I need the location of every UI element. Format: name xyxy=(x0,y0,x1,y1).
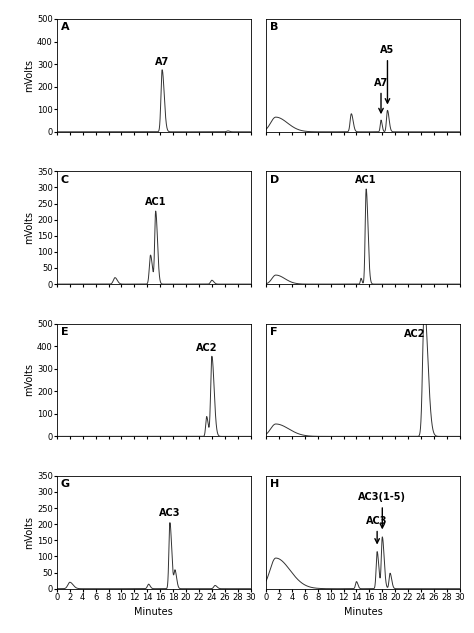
X-axis label: Minutes: Minutes xyxy=(344,608,383,617)
Text: C: C xyxy=(61,175,69,185)
Text: AC3: AC3 xyxy=(366,516,388,543)
Text: AC1: AC1 xyxy=(145,197,166,208)
Y-axis label: mVolts: mVolts xyxy=(24,59,34,92)
Text: A5: A5 xyxy=(380,45,394,103)
Text: E: E xyxy=(61,327,68,337)
X-axis label: Minutes: Minutes xyxy=(134,608,173,617)
Text: AC3: AC3 xyxy=(159,508,181,518)
Text: D: D xyxy=(270,175,279,185)
Text: A: A xyxy=(61,22,69,32)
Text: AC2: AC2 xyxy=(404,329,425,339)
Y-axis label: mVolts: mVolts xyxy=(24,211,34,244)
Text: B: B xyxy=(270,22,278,32)
Text: A7: A7 xyxy=(374,78,388,113)
Y-axis label: mVolts: mVolts xyxy=(24,516,34,549)
Y-axis label: mVolts: mVolts xyxy=(24,363,34,396)
Text: G: G xyxy=(61,479,70,489)
Text: AC1: AC1 xyxy=(356,175,377,185)
Text: H: H xyxy=(270,479,279,489)
Text: AC2: AC2 xyxy=(196,343,218,353)
Text: A7: A7 xyxy=(155,58,169,68)
Text: AC3(1-5): AC3(1-5) xyxy=(358,492,406,528)
Text: F: F xyxy=(270,327,277,337)
